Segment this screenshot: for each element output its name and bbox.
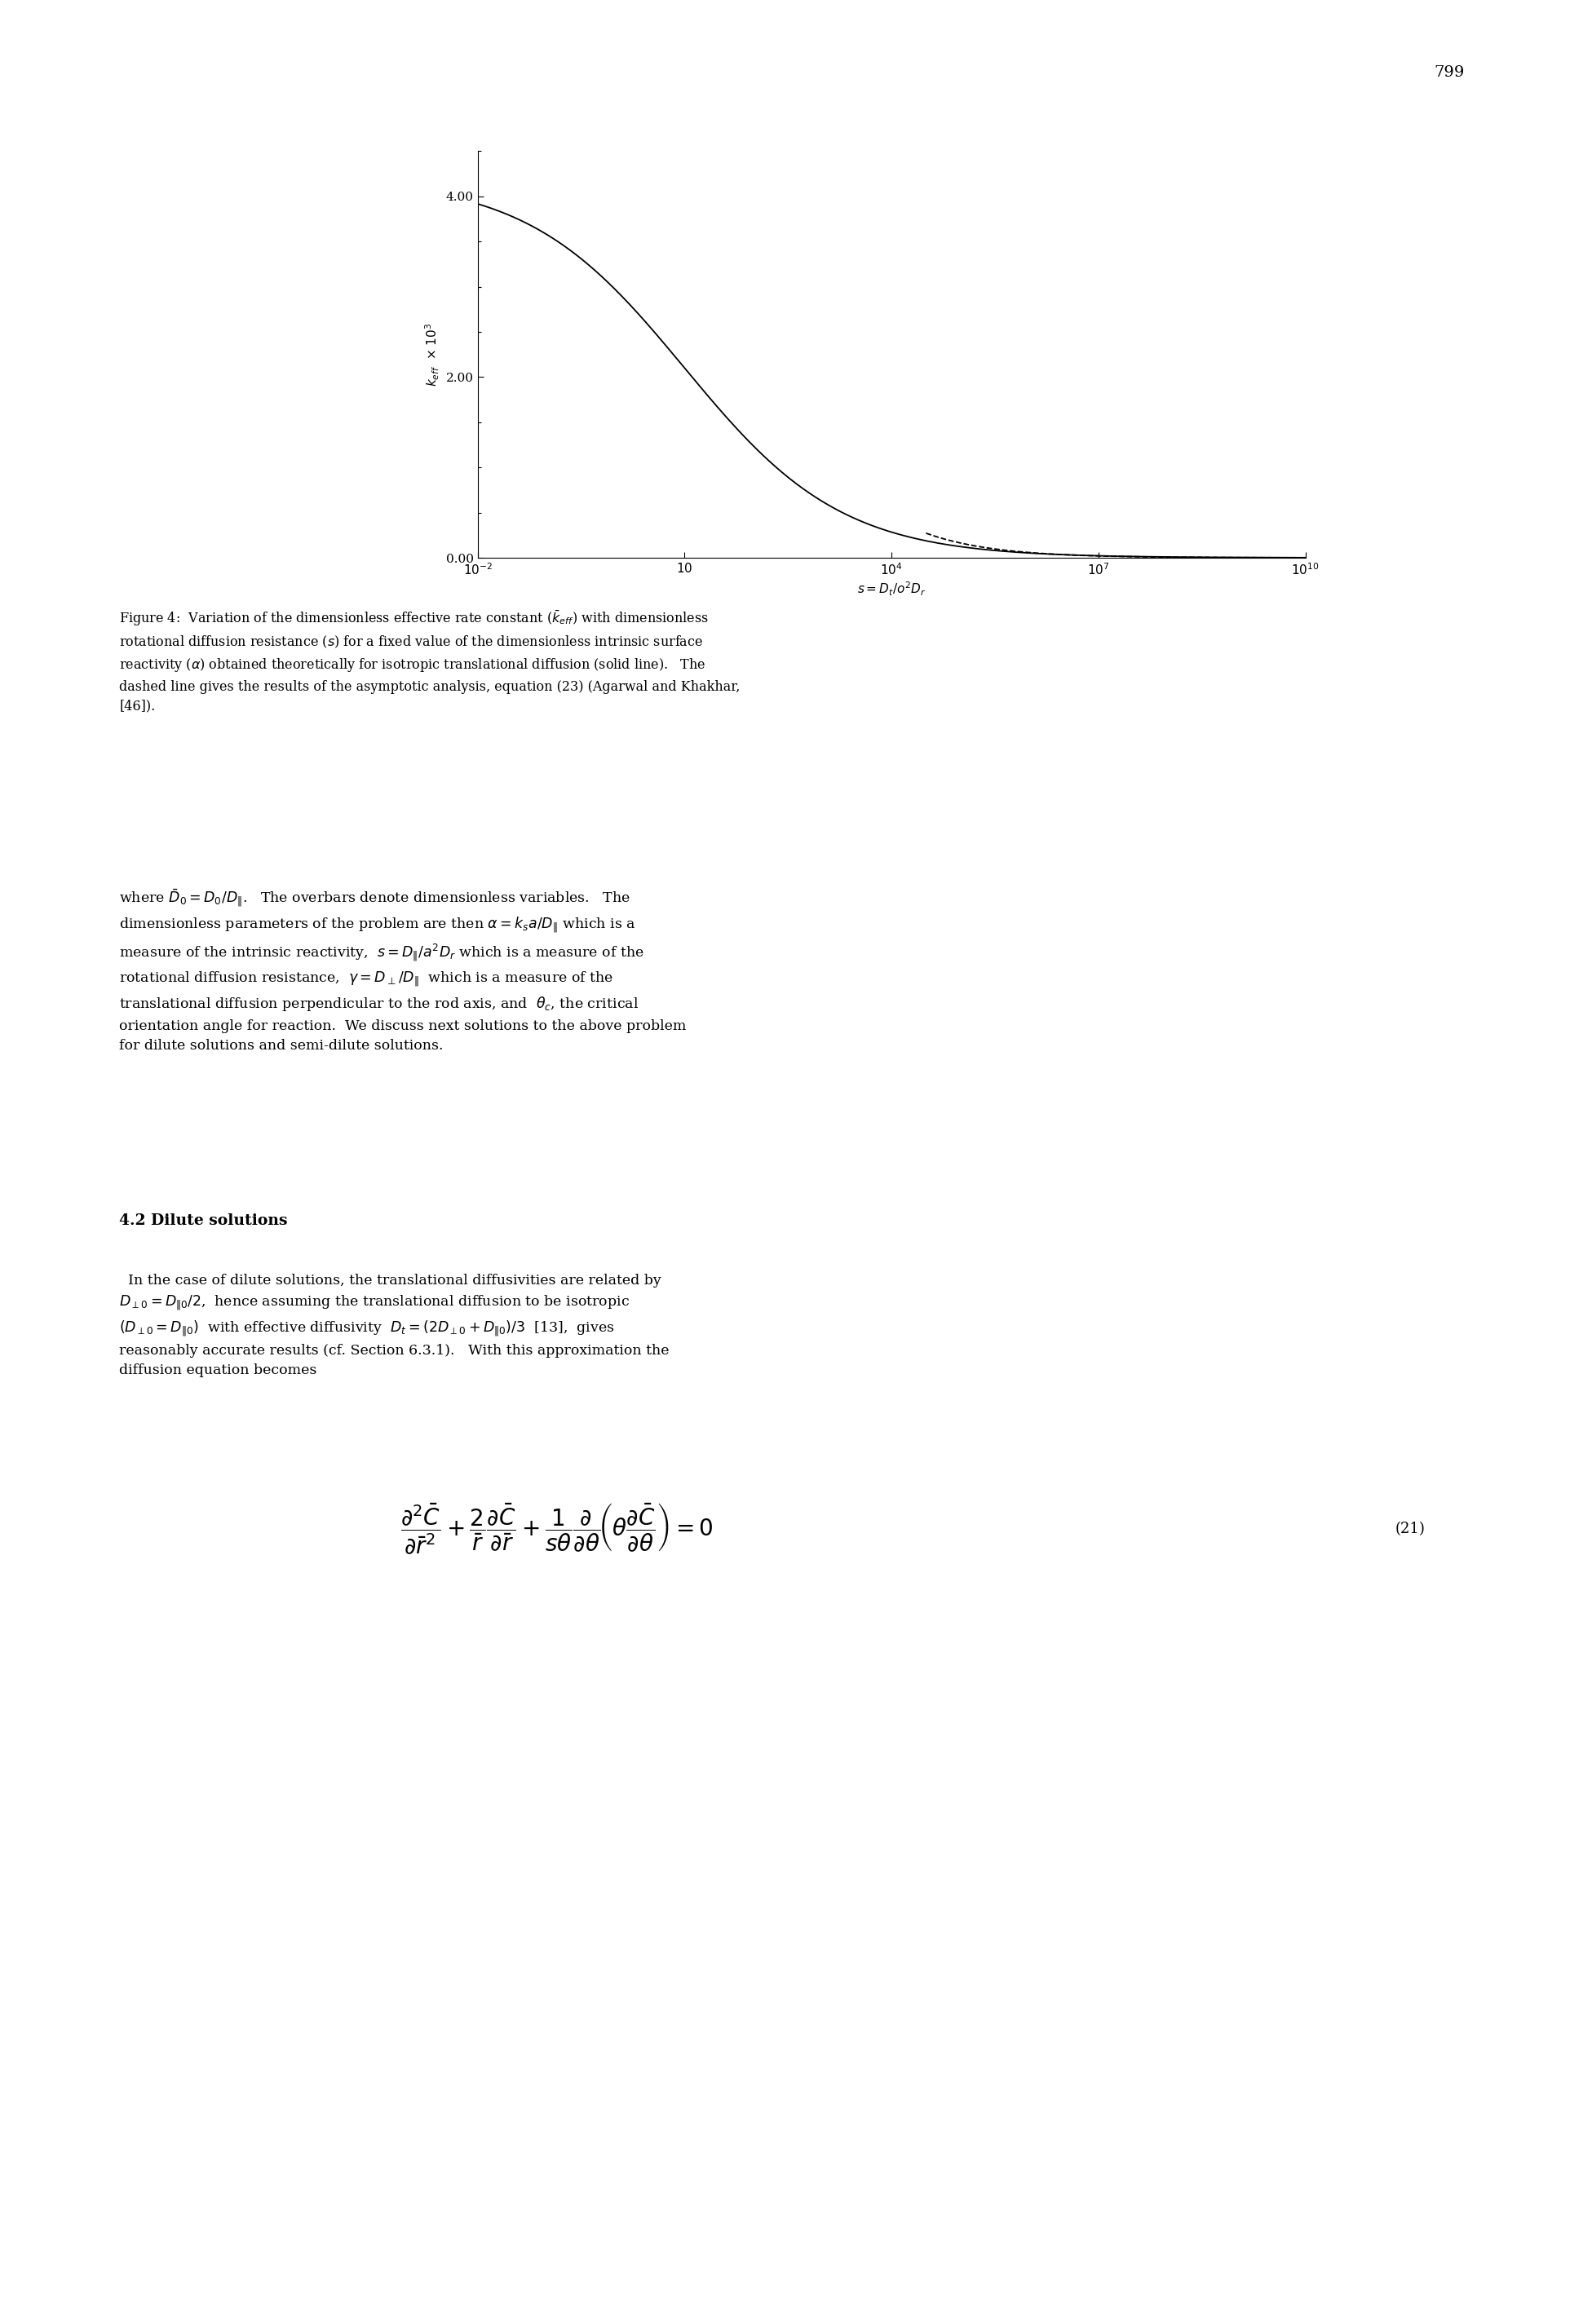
Text: Figure 4:  Variation of the dimensionless effective rate constant ($\bar{k}_{eff: Figure 4: Variation of the dimensionless… xyxy=(119,609,740,713)
Text: where $\bar{D}_0 = D_0/D_\|$.   The overbars denote dimensionless variables.   T: where $\bar{D}_0 = D_0/D_\|$. The overba… xyxy=(119,888,686,1053)
Text: 799: 799 xyxy=(1434,65,1465,79)
Text: $\dfrac{\partial^2 \bar{C}}{\partial \bar{r}^2} + \dfrac{2}{\bar{r}}\dfrac{\part: $\dfrac{\partial^2 \bar{C}}{\partial \ba… xyxy=(401,1501,713,1557)
Y-axis label: $k_{eff}$  $\times$ $10^3$: $k_{eff}$ $\times$ $10^3$ xyxy=(423,323,441,386)
Text: (21): (21) xyxy=(1395,1522,1425,1536)
Text: 4.2 Dilute solutions: 4.2 Dilute solutions xyxy=(119,1213,288,1227)
X-axis label: $s = D_t/o^2D_r$: $s = D_t/o^2D_r$ xyxy=(856,581,927,597)
Text: In the case of dilute solutions, the translational diffusivities are related by
: In the case of dilute solutions, the tra… xyxy=(119,1274,670,1378)
